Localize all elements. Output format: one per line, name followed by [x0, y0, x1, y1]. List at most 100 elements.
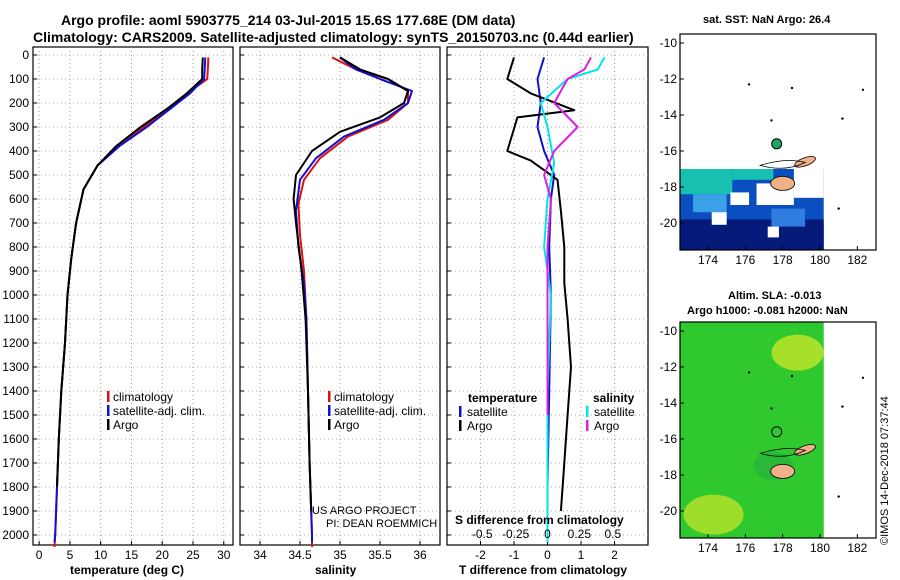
series-line-t-argo: [506, 57, 576, 512]
series-line-t-satellite: [536, 57, 556, 540]
series-line-climatology: [53, 57, 210, 548]
y-tick-label: 1800: [2, 480, 29, 494]
map-y-tick-label: -20: [660, 216, 678, 230]
difference-xlabel: T difference from climatology: [459, 563, 628, 577]
sst-map: 174 176 178 180 182 -10 -12 -14 -16 -18 -20: [660, 33, 877, 267]
legend-label: Argo: [594, 419, 620, 433]
y-tick-label: 900: [9, 264, 29, 278]
small-island: [861, 88, 865, 92]
y-tick-label: 1000: [2, 288, 29, 302]
sst-gap: [730, 192, 750, 205]
legend-label: satellite: [467, 405, 508, 419]
legend-title-temperature: temperature: [468, 391, 538, 405]
imos-stamp-box: ©IMOS 14-Dec-2018 07:37:44: [879, 396, 893, 559]
y-tick-label: 1300: [2, 360, 29, 374]
x-tick-label: 25: [186, 548, 200, 562]
map-y-tick-label: -20: [660, 504, 678, 518]
map-x-tick-label: 182: [847, 541, 867, 555]
legend-label: Argo: [113, 418, 139, 432]
map-x-tick-label: 178: [773, 541, 793, 555]
series-line-argo: [56, 57, 204, 488]
legend-label: climatology: [113, 390, 173, 404]
sla-patch: [683, 494, 744, 535]
x-tick-label: 5: [67, 548, 74, 562]
legend-swatch: [586, 420, 589, 431]
map-y-tick-label: -14: [660, 396, 678, 410]
x2-tick-label: -0.25: [502, 527, 530, 541]
title-line-2: Climatology: CARS2009. Satellite-adjuste…: [33, 29, 634, 45]
legend-swatch: [459, 420, 462, 431]
imos-stamp: ©IMOS 14-Dec-2018 07:37:44: [879, 396, 891, 545]
y-tick-label: 100: [9, 72, 29, 86]
legend-swatch: [328, 405, 331, 416]
x-tick-label: 0: [544, 548, 551, 562]
map-y-tick-label: -12: [660, 360, 678, 374]
reef-outline: [758, 448, 807, 457]
y-tick-label: 1700: [2, 456, 29, 470]
small-island: [790, 374, 794, 378]
y-tick-label: 1600: [2, 432, 29, 446]
legend-label: Argo: [334, 418, 360, 432]
map-y-tick-label: -14: [660, 108, 678, 122]
map-x-tick-label: 174: [698, 541, 718, 555]
map-x-tick-label: 180: [810, 541, 830, 555]
reef-outline: [758, 160, 807, 169]
y-tick-label: 1100: [3, 312, 29, 326]
legend-swatch: [107, 405, 110, 416]
legend-swatch: [586, 406, 589, 417]
series-line-satellite-adj--clim-: [295, 56, 413, 543]
sla-map: 174 176 178 180 182 -10 -12 -14 -16 -18 -20: [660, 321, 877, 555]
x-tick-label: 0: [36, 548, 43, 562]
sst-gap: [793, 169, 824, 198]
x2-tick-label: 0: [544, 527, 551, 541]
legend-label: satellite-adj. clim.: [334, 404, 426, 418]
x-tick-label: 34: [253, 548, 267, 562]
small-island: [837, 495, 840, 498]
map-frame: [679, 321, 877, 539]
y-tick-label: 1500: [2, 408, 29, 422]
y-tick-label: 400: [9, 144, 29, 158]
x-tick-label: 20: [156, 548, 170, 562]
sst-cell: [680, 169, 733, 195]
legend-label: satellite: [594, 405, 635, 419]
map-y-tick-label: -12: [660, 72, 678, 86]
x-tick-label: 15: [125, 548, 139, 562]
small-island: [837, 207, 840, 210]
x-tick-label: 2: [611, 548, 618, 562]
x-tick-label: 1: [578, 548, 585, 562]
x2-tick-label: 0.25: [568, 527, 592, 541]
salinity-xlabel: salinity: [315, 563, 357, 577]
x2-tick-label: 0.5: [604, 527, 621, 541]
y-tick-label: 800: [9, 240, 29, 254]
x-tick-label: 35.5: [368, 548, 392, 562]
legend-swatch: [107, 419, 110, 430]
map-x-tick-label: 176: [735, 541, 755, 555]
x-tick-label: 34.5: [288, 548, 312, 562]
y-tick-label: 200: [9, 96, 29, 110]
small-island: [747, 371, 751, 374]
island-vanua-levu: [794, 156, 816, 168]
y-tick-label: 700: [9, 216, 29, 230]
argo-location-marker: [771, 138, 783, 150]
legend-swatch: [328, 419, 331, 430]
x-tick-label: 10: [94, 548, 108, 562]
title-line-1: Argo profile: aoml 5903775_214 03-Jul-20…: [61, 12, 516, 28]
island-viti-levu: [770, 175, 796, 191]
x-tick-label: 30: [217, 548, 231, 562]
map-x-tick-label: 180: [810, 253, 830, 267]
x-tick-label: -2: [475, 548, 486, 562]
y-tick-label: 1200: [2, 336, 29, 350]
credit-pi: PI: DEAN ROEMMICH: [326, 518, 438, 530]
x2-tick-label: -0.5: [472, 527, 493, 541]
temperature-panel: 0100200300400500600700800900100011001200…: [2, 46, 234, 562]
map-x-tick-label: 174: [698, 253, 718, 267]
small-island: [770, 119, 773, 122]
small-island: [861, 376, 865, 379]
credit-project: US ARGO PROJECT: [312, 505, 417, 517]
map-y-tick-label: -16: [660, 144, 678, 158]
plot-frame: [32, 46, 234, 546]
series-line-s-satellite: [539, 56, 606, 543]
profile-charts: 0100200300400500600700800900100011001200…: [2, 46, 649, 562]
map-x-tick-label: 182: [847, 253, 867, 267]
